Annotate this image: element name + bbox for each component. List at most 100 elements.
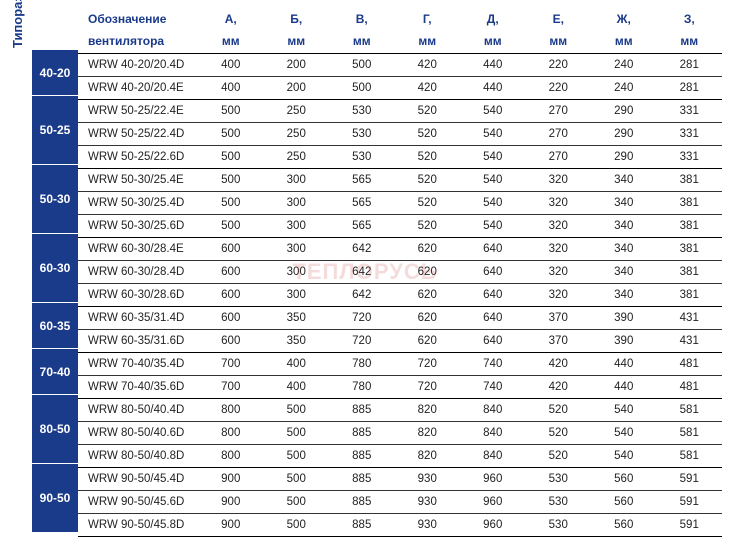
cell-value: 560: [591, 490, 657, 513]
cell-value: 500: [198, 214, 264, 237]
size-cell: 90-50: [32, 464, 78, 533]
cell-value: 350: [264, 306, 330, 329]
cell-value: 960: [460, 513, 526, 536]
cell-value: 320: [526, 214, 592, 237]
cell-designation: WRW 60-30/28.6D: [78, 283, 198, 306]
table-row: WRW 40-20/20.4E400200500420440220240281: [78, 76, 722, 99]
cell-value: 642: [329, 283, 395, 306]
cell-value: 530: [329, 122, 395, 145]
cell-value: 642: [329, 260, 395, 283]
cell-value: 640: [460, 283, 526, 306]
cell-value: 540: [460, 145, 526, 168]
cell-value: 500: [264, 398, 330, 421]
cell-value: 591: [657, 490, 723, 513]
cell-value: 540: [460, 168, 526, 191]
table-row: WRW 80-50/40.8D800500885820840520540581: [78, 444, 722, 467]
cell-value: 591: [657, 513, 723, 536]
table-row: WRW 80-50/40.6D800500885820840520540581: [78, 421, 722, 444]
cell-value: 220: [526, 53, 592, 76]
cell-value: 840: [460, 444, 526, 467]
cell-value: 500: [198, 168, 264, 191]
size-axis-label: Типоразмер: [10, 0, 25, 48]
cell-value: 270: [526, 99, 592, 122]
cell-designation: WRW 50-25/22.6D: [78, 145, 198, 168]
size-cell: 70-40: [32, 349, 78, 395]
col-header-unit: мм: [526, 30, 592, 53]
cell-value: 520: [526, 421, 592, 444]
cell-value: 620: [395, 329, 461, 352]
table-row: WRW 60-35/31.6D600350720620640370390431: [78, 329, 722, 352]
cell-value: 340: [591, 237, 657, 260]
cell-value: 530: [526, 513, 592, 536]
cell-value: 400: [198, 53, 264, 76]
cell-value: 820: [395, 421, 461, 444]
cell-value: 520: [395, 168, 461, 191]
cell-value: 540: [460, 214, 526, 237]
col-header: В,: [329, 8, 395, 30]
cell-value: 500: [198, 145, 264, 168]
cell-value: 565: [329, 191, 395, 214]
cell-value: 530: [329, 145, 395, 168]
cell-value: 381: [657, 237, 723, 260]
cell-value: 281: [657, 53, 723, 76]
cell-value: 300: [264, 168, 330, 191]
cell-value: 381: [657, 214, 723, 237]
table-row: WRW 70-40/35.4D700400780720740420440481: [78, 352, 722, 375]
cell-value: 320: [526, 237, 592, 260]
cell-value: 900: [198, 490, 264, 513]
col-header: Е,: [526, 8, 592, 30]
cell-value: 240: [591, 76, 657, 99]
cell-designation: WRW 80-50/40.8D: [78, 444, 198, 467]
table-row: WRW 50-30/25.6D500300565520540320340381: [78, 214, 722, 237]
cell-value: 320: [526, 260, 592, 283]
cell-value: 220: [526, 76, 592, 99]
cell-value: 250: [264, 122, 330, 145]
cell-value: 300: [264, 214, 330, 237]
cell-value: 540: [460, 122, 526, 145]
cell-value: 381: [657, 168, 723, 191]
cell-value: 500: [264, 513, 330, 536]
cell-value: 600: [198, 329, 264, 352]
cell-value: 320: [526, 168, 592, 191]
cell-value: 370: [526, 329, 592, 352]
col-header: Б,: [264, 8, 330, 30]
cell-value: 600: [198, 237, 264, 260]
cell-value: 565: [329, 168, 395, 191]
cell-value: 270: [526, 122, 592, 145]
cell-value: 885: [329, 444, 395, 467]
cell-value: 200: [264, 53, 330, 76]
col-header: З,: [657, 8, 723, 30]
cell-designation: WRW 60-30/28.4D: [78, 260, 198, 283]
cell-value: 540: [460, 191, 526, 214]
table-row: WRW 50-25/22.6D500250530520540270290331: [78, 145, 722, 168]
cell-value: 381: [657, 260, 723, 283]
cell-value: 540: [591, 444, 657, 467]
cell-value: 440: [591, 352, 657, 375]
table-row: WRW 40-20/20.4D400200500420440220240281: [78, 53, 722, 76]
cell-designation: WRW 90-50/45.4D: [78, 467, 198, 490]
col-header-unit: мм: [329, 30, 395, 53]
size-cell: 60-30: [32, 234, 78, 303]
cell-value: 530: [526, 467, 592, 490]
cell-value: 885: [329, 421, 395, 444]
cell-value: 720: [329, 329, 395, 352]
cell-designation: WRW 80-50/40.6D: [78, 421, 198, 444]
cell-value: 591: [657, 467, 723, 490]
cell-value: 300: [264, 237, 330, 260]
table-row: WRW 60-30/28.4D600300642620640320340381: [78, 260, 722, 283]
cell-value: 600: [198, 283, 264, 306]
cell-designation: WRW 90-50/45.8D: [78, 513, 198, 536]
cell-value: 820: [395, 398, 461, 421]
col-header-unit: мм: [395, 30, 461, 53]
cell-value: 720: [329, 306, 395, 329]
cell-value: 720: [395, 352, 461, 375]
col-header: Г,: [395, 8, 461, 30]
dimensions-table: ОбозначениеА,Б,В,Г,Д,Е,Ж,З, вентиляторам…: [78, 8, 722, 537]
cell-value: 900: [198, 467, 264, 490]
cell-value: 350: [264, 329, 330, 352]
cell-value: 540: [591, 421, 657, 444]
table-row: WRW 60-35/31.4D600350720620640370390431: [78, 306, 722, 329]
table-row: WRW 50-30/25.4E500300565520540320340381: [78, 168, 722, 191]
cell-value: 340: [591, 214, 657, 237]
cell-designation: WRW 50-25/22.4E: [78, 99, 198, 122]
